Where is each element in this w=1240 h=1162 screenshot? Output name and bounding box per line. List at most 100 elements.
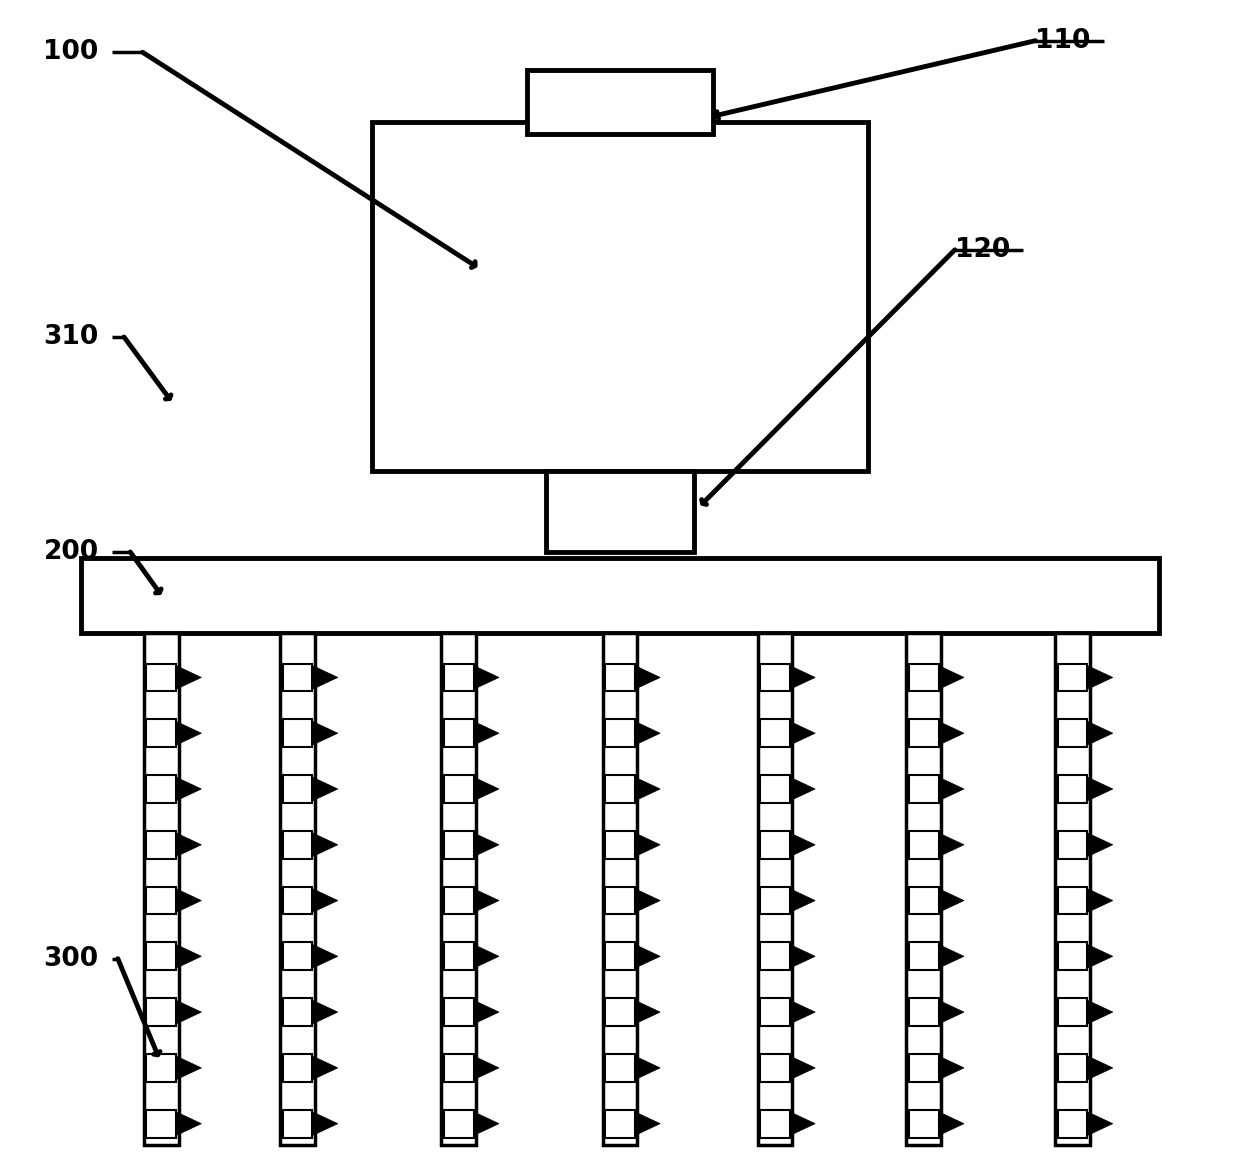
Bar [909,719,939,747]
Bar [146,775,176,803]
Bar [909,887,939,914]
Polygon shape [635,1000,660,1024]
Polygon shape [939,1056,963,1079]
Bar [1058,998,1087,1026]
Polygon shape [939,777,963,801]
Polygon shape [474,777,498,801]
Bar [444,775,474,803]
Bar [1058,664,1087,691]
Polygon shape [312,777,337,801]
Polygon shape [1087,1112,1112,1135]
Bar [909,664,939,691]
Polygon shape [1087,1056,1112,1079]
Bar [605,831,635,859]
Bar [1055,633,1090,1145]
Polygon shape [635,945,660,968]
Bar [605,719,635,747]
Bar [444,942,474,970]
Bar [605,775,635,803]
Bar [760,942,790,970]
Polygon shape [1087,889,1112,912]
Bar [146,664,176,691]
Bar [758,633,792,1145]
Polygon shape [939,1000,963,1024]
Bar [444,664,474,691]
Polygon shape [1087,945,1112,968]
Polygon shape [312,1000,337,1024]
Polygon shape [312,889,337,912]
Polygon shape [474,945,498,968]
Polygon shape [939,945,963,968]
Polygon shape [939,889,963,912]
Bar [906,633,941,1145]
Bar [605,887,635,914]
Bar [283,887,312,914]
Polygon shape [790,666,815,689]
Bar [909,998,939,1026]
Polygon shape [474,666,498,689]
Bar [760,719,790,747]
Bar [1058,719,1087,747]
Bar [146,1110,176,1138]
Bar [760,1054,790,1082]
Polygon shape [790,1000,815,1024]
Bar [760,664,790,691]
Bar [444,719,474,747]
Bar [283,998,312,1026]
Bar [146,942,176,970]
Bar [1058,887,1087,914]
Bar [1058,1110,1087,1138]
Polygon shape [790,1112,815,1135]
Bar [146,831,176,859]
Polygon shape [312,1112,337,1135]
Polygon shape [790,1056,815,1079]
Polygon shape [176,1056,201,1079]
Polygon shape [790,777,815,801]
Polygon shape [1087,666,1112,689]
Bar [605,1054,635,1082]
Bar [283,719,312,747]
Bar [605,942,635,970]
Bar [760,831,790,859]
Polygon shape [1087,722,1112,745]
Bar [444,1110,474,1138]
Bar [909,775,939,803]
Polygon shape [635,1056,660,1079]
Bar [760,998,790,1026]
Polygon shape [474,1056,498,1079]
Bar [909,942,939,970]
Polygon shape [635,722,660,745]
Bar [283,1054,312,1082]
Bar [760,775,790,803]
Bar [909,831,939,859]
Polygon shape [474,889,498,912]
Polygon shape [790,722,815,745]
Bar [283,942,312,970]
Bar [1058,1054,1087,1082]
Polygon shape [474,1000,498,1024]
Polygon shape [176,889,201,912]
Bar [444,998,474,1026]
Polygon shape [1087,833,1112,856]
Text: 100: 100 [43,40,99,65]
Text: 110: 110 [1035,28,1091,53]
Bar [909,1054,939,1082]
Polygon shape [474,1112,498,1135]
Polygon shape [312,722,337,745]
Bar [146,998,176,1026]
Polygon shape [635,889,660,912]
Polygon shape [635,666,660,689]
Bar [146,1054,176,1082]
Bar [280,633,315,1145]
Polygon shape [312,1056,337,1079]
Polygon shape [635,777,660,801]
Bar [605,1110,635,1138]
Bar [283,664,312,691]
Bar [144,633,179,1145]
Bar [546,471,694,552]
Polygon shape [1087,777,1112,801]
Polygon shape [312,833,337,856]
Bar [527,70,713,134]
Text: 120: 120 [955,237,1011,263]
Polygon shape [176,666,201,689]
